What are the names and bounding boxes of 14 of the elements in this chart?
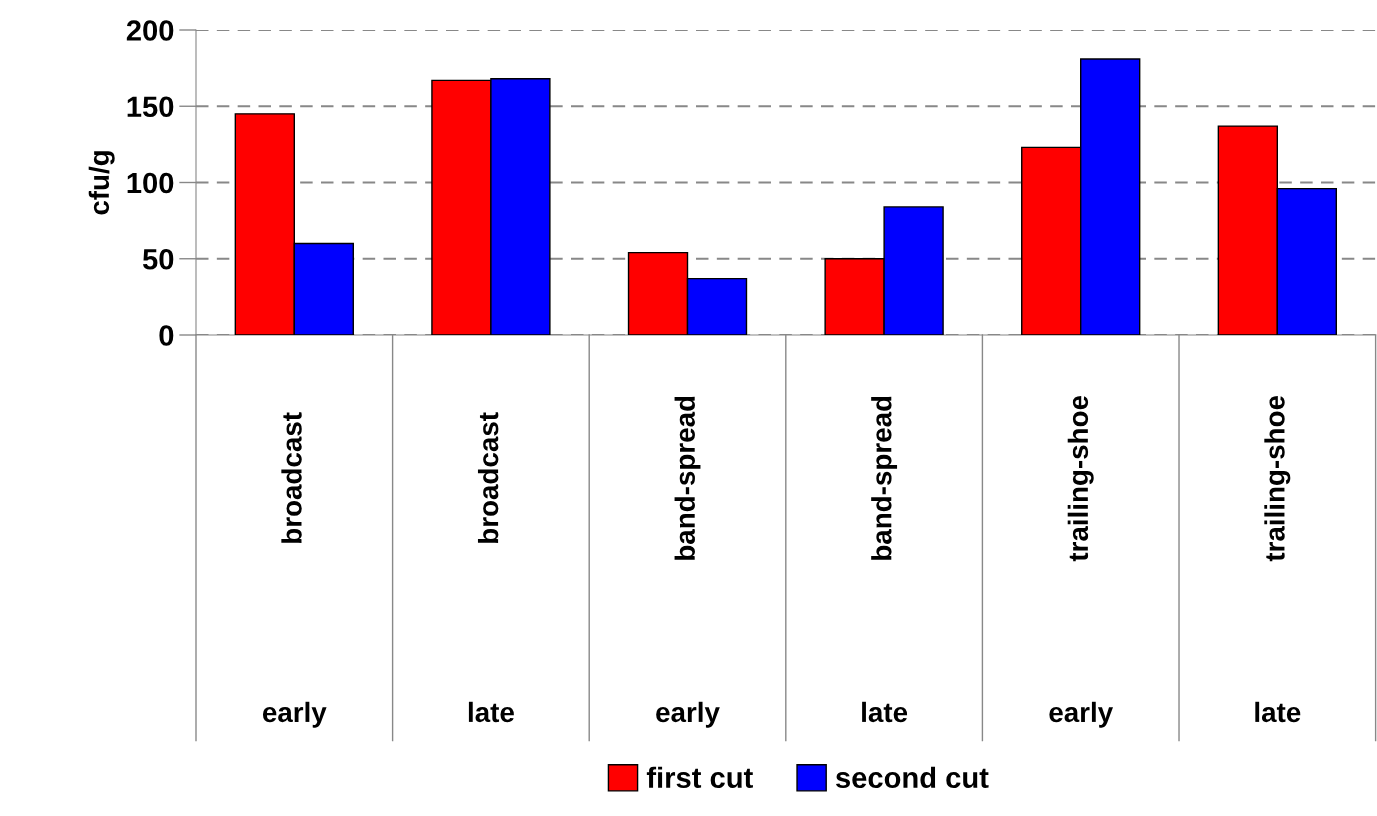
- category-label: band-spread late: [862, 396, 908, 723]
- y-tick-label: 200: [126, 20, 174, 41]
- category-label: broadcast late: [468, 412, 514, 723]
- y-tick-label: 50: [142, 248, 174, 270]
- category-label: broadcast early: [262, 412, 327, 728]
- y-tick-label: 150: [127, 96, 174, 118]
- category-label: trailing-shoe early: [1049, 395, 1114, 728]
- category-label: band-spread early: [656, 396, 720, 728]
- category-label: trailing-shoe late: [1255, 395, 1301, 723]
- y-tick-label: 100: [127, 172, 174, 194]
- legend-label: second cut: [835, 766, 989, 789]
- y-axis-title: cfu/g: [88, 151, 115, 215]
- legend-label: first cut: [646, 766, 753, 789]
- y-tick-label: 0: [159, 325, 174, 346]
